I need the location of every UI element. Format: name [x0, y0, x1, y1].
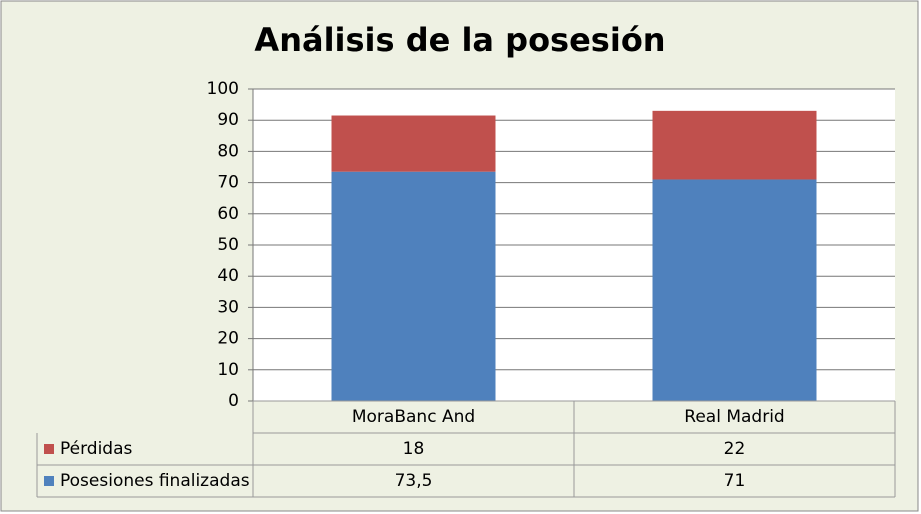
- legend-label: Pérdidas: [60, 439, 133, 459]
- x-tick-label: Real Madrid: [684, 407, 784, 427]
- y-tick-label: 100: [207, 79, 239, 99]
- y-tick-label: 80: [217, 141, 239, 161]
- table-value: 18: [403, 439, 425, 459]
- y-tick-label: 70: [217, 173, 239, 193]
- table-value: 71: [724, 471, 746, 491]
- y-tick-label: 10: [217, 360, 239, 380]
- table-value: 22: [724, 439, 746, 459]
- table-value: 73,5: [395, 471, 433, 491]
- y-tick-label: 90: [217, 110, 239, 130]
- x-tick-label: MoraBanc And: [352, 407, 475, 427]
- y-tick-label: 40: [217, 266, 239, 286]
- y-tick-label: 60: [217, 204, 239, 224]
- y-tick-label: 0: [228, 391, 239, 411]
- y-tick-label: 20: [217, 329, 239, 349]
- y-tick-label: 30: [217, 297, 239, 317]
- legend-swatch: [44, 476, 54, 486]
- y-tick-label: 50: [217, 235, 239, 255]
- bar-segment: [652, 179, 817, 401]
- bar-segment: [331, 115, 496, 172]
- chart-title: Análisis de la posesión: [254, 21, 665, 59]
- legend-label: Posesiones finalizadas: [60, 471, 250, 491]
- bar-segment: [331, 171, 496, 401]
- bar-segment: [652, 110, 817, 180]
- legend-swatch: [44, 444, 54, 454]
